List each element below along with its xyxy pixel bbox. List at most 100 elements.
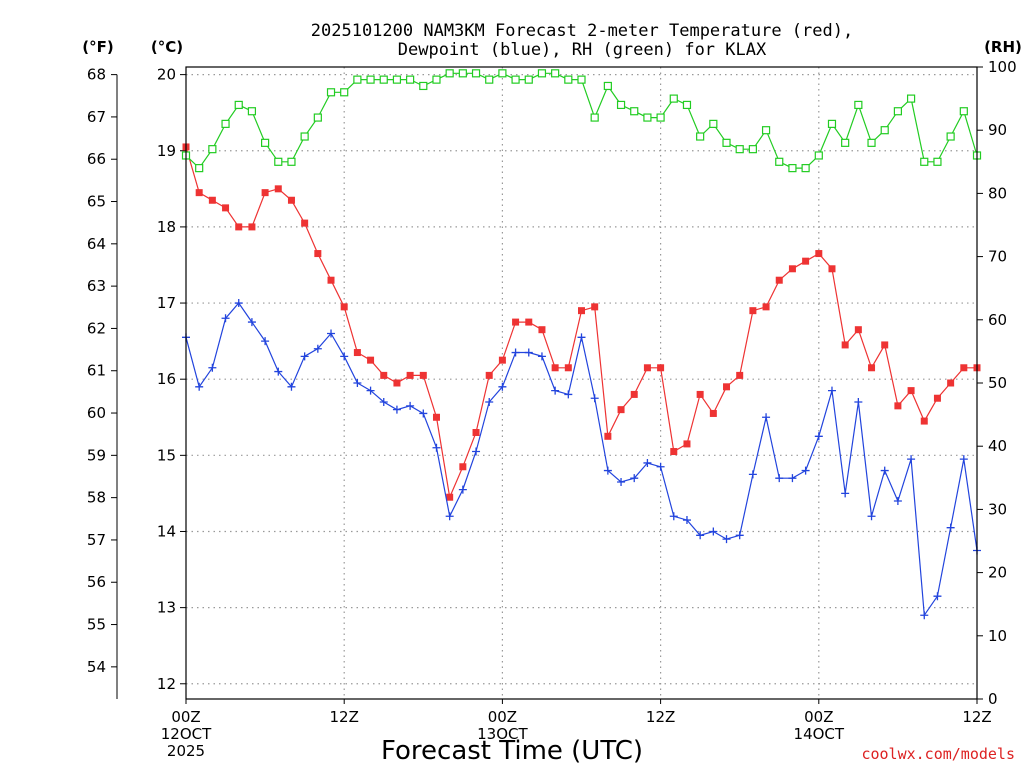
rh-point <box>551 69 560 78</box>
dewpoint-point <box>735 531 744 540</box>
rh-point <box>577 75 586 84</box>
rh-point <box>274 157 283 166</box>
celsius-tick-label: 17 <box>157 294 176 312</box>
dewpoint-point <box>617 477 626 486</box>
dewpoint-point <box>801 466 810 475</box>
2-meter-temperature-point <box>657 364 665 372</box>
rh-point <box>313 113 322 122</box>
rh-point <box>445 69 454 78</box>
celsius-tick-label: 13 <box>157 599 176 617</box>
2-meter-temperature-point <box>723 383 731 391</box>
dewpoint-point <box>643 458 652 467</box>
rh-point <box>208 145 217 154</box>
dewpoint-point <box>788 474 797 483</box>
dewpoint-point <box>221 314 230 323</box>
rh-point <box>696 132 705 141</box>
dewpoint-point <box>511 348 520 357</box>
rh-point <box>603 81 612 91</box>
2-meter-temperature-point <box>591 303 599 311</box>
2-meter-temperature-point <box>762 303 770 311</box>
x-tick-label: 2025 <box>167 742 205 760</box>
2-meter-temperature-point <box>512 318 520 326</box>
dewpoint-point <box>696 531 705 540</box>
dewpoint-point <box>893 497 902 506</box>
fahrenheit-tick-label: 64 <box>87 235 106 253</box>
2-meter-temperature-point <box>551 364 559 372</box>
fahrenheit-tick-label: 59 <box>87 446 106 464</box>
chart-title-line2: Dewpoint (blue), RH (green) for KLAX <box>398 40 767 60</box>
series-layer <box>181 69 982 620</box>
dewpoint-point <box>287 382 296 391</box>
dewpoint-point <box>933 592 942 601</box>
dewpoint-point <box>313 344 322 353</box>
dewpoint-point <box>827 386 836 395</box>
grid <box>186 67 977 699</box>
rh-point <box>946 132 955 141</box>
rh-point <box>854 100 863 110</box>
2-meter-temperature-point <box>604 432 612 440</box>
fahrenheit-tick-label: 67 <box>87 108 106 126</box>
celsius-tick-label: 20 <box>157 66 176 84</box>
2-meter-temperature-point <box>749 307 757 315</box>
dewpoint-point <box>590 394 599 403</box>
rh-point <box>564 75 573 84</box>
rh-tick-label: 40 <box>988 437 1007 455</box>
rh-point <box>287 157 296 166</box>
watermark: coolwx.com/models <box>861 745 1015 763</box>
fahrenheit-unit-label: (°F) <box>82 38 113 56</box>
rh-point <box>722 138 731 147</box>
rh-point <box>933 157 942 166</box>
rh-axis: 0 10 20 30 40 50 60 70 80 90 100 <box>977 58 1017 708</box>
2-meter-temperature-point <box>709 409 717 417</box>
dewpoint-point <box>775 474 784 483</box>
rh-point <box>392 75 402 84</box>
rh-tick-label: 100 <box>988 58 1017 76</box>
2-meter-temperature-point <box>208 196 216 204</box>
rh-point <box>735 145 744 154</box>
celsius-tick-label: 19 <box>157 142 176 160</box>
dewpoint-point <box>379 398 388 407</box>
2-meter-temperature-point <box>287 196 295 204</box>
rh-point <box>524 75 533 84</box>
x-tick-label: 00Z <box>171 708 200 726</box>
dewpoint-point <box>656 462 665 471</box>
rh-point <box>326 88 336 97</box>
rh-point <box>788 164 797 173</box>
rh-point <box>498 69 507 78</box>
dewpoint-point <box>208 363 217 372</box>
rh-point <box>379 75 388 84</box>
dewpoint-point <box>353 379 362 387</box>
x-tick-label: 12Z <box>330 708 359 726</box>
dewpoint-point <box>300 352 309 361</box>
2-meter-temperature-point <box>920 417 928 425</box>
celsius-tick-label: 12 <box>157 675 176 693</box>
fahrenheit-tick-label: 60 <box>87 404 106 422</box>
2-meter-temperature-point <box>564 364 572 372</box>
fahrenheit-tick-label: 65 <box>87 193 106 211</box>
2-meter-temperature-point <box>446 493 454 501</box>
rh-point <box>814 151 823 160</box>
fahrenheit-tick-label: 58 <box>87 489 106 507</box>
rh-point <box>801 164 810 173</box>
2-meter-temperature-point <box>538 326 546 334</box>
rh-point <box>656 113 665 122</box>
rh-tick-label: 50 <box>988 374 1007 392</box>
dewpoint-point <box>537 352 546 361</box>
2-meter-temperature-point <box>393 379 401 387</box>
2-meter-temperature-point <box>340 303 348 311</box>
fahrenheit-tick-label: 57 <box>87 531 106 549</box>
dewpoint-point <box>419 409 428 418</box>
dewpoint-point <box>814 432 823 441</box>
2-meter-temperature-point <box>775 276 783 284</box>
rh-point <box>458 69 467 78</box>
dewpoint-point <box>709 527 718 536</box>
rh-point <box>920 157 929 166</box>
x-tick-label: 12Z <box>962 708 991 726</box>
2-meter-temperature-point <box>314 250 322 258</box>
rh-point <box>630 107 639 116</box>
x-tick-label: 00Z <box>804 708 833 726</box>
dewpoint-point <box>920 611 929 620</box>
x-tick-label: 12Z <box>646 708 675 726</box>
